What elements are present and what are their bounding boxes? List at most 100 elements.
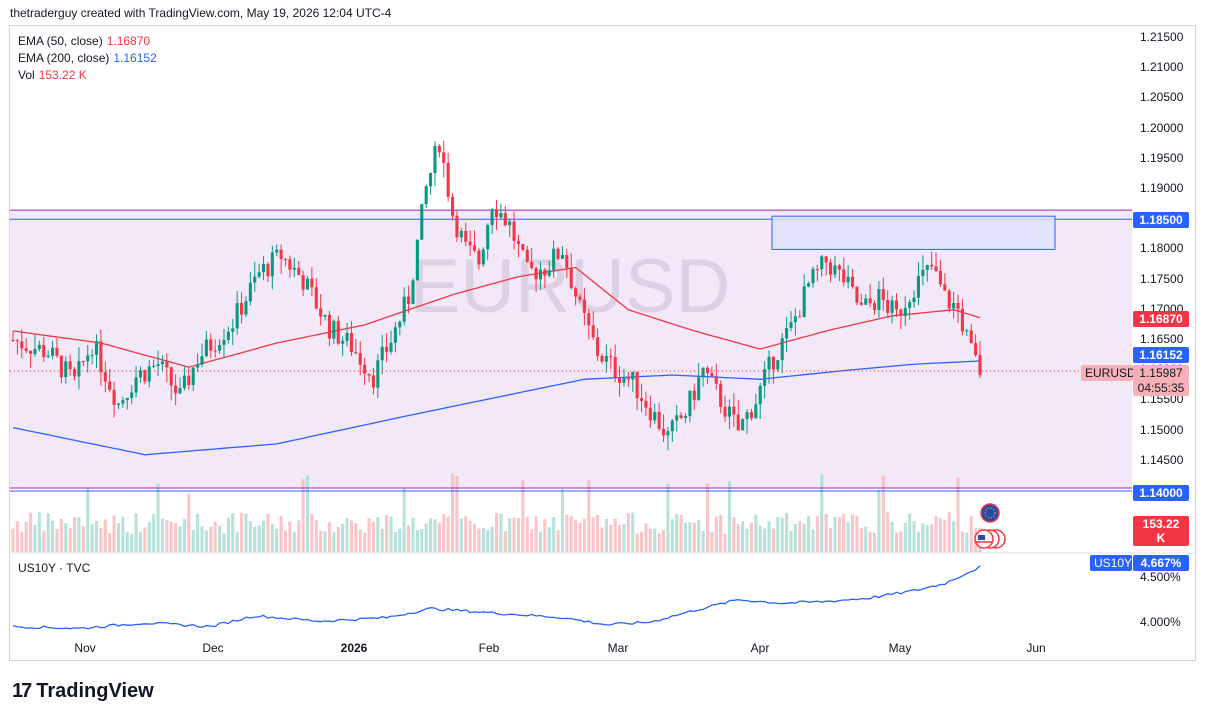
time-tick-mar: Mar — [607, 641, 629, 655]
candle — [37, 340, 41, 352]
candle — [618, 366, 622, 397]
us-flag-icon[interactable] — [974, 529, 1006, 549]
candle — [385, 333, 389, 363]
sub-pane-title[interactable]: US10Y · TVC — [18, 561, 91, 575]
volume-bar — [618, 525, 622, 552]
candle — [292, 257, 296, 278]
candle — [622, 368, 626, 387]
volume-bar — [270, 524, 274, 552]
candle — [152, 359, 156, 369]
candle — [103, 361, 107, 393]
volume-bar — [244, 513, 248, 552]
candle — [679, 411, 683, 420]
tradingview-brand: TradingView — [36, 680, 154, 702]
legend-ema50[interactable]: EMA (50, close) 1.16870 — [18, 34, 150, 48]
legend-ema200[interactable]: EMA (200, close) 1.16152 — [18, 51, 157, 65]
volume-bar — [143, 527, 147, 552]
volume-bar — [745, 528, 749, 552]
volume-bar — [459, 518, 463, 552]
candle — [525, 245, 529, 263]
candle — [226, 326, 230, 344]
time-tick-2026: 2026 — [340, 641, 368, 655]
volume-price-label: 153.22 K — [1133, 516, 1189, 546]
candle — [68, 354, 72, 376]
volume-bar — [55, 529, 59, 552]
candle — [943, 273, 947, 292]
volume-bar — [771, 528, 775, 552]
volume-bar — [538, 531, 542, 552]
candle — [604, 344, 608, 373]
volume-bar — [600, 527, 604, 552]
candle — [354, 338, 358, 355]
candle — [688, 390, 692, 423]
resistance-zone[interactable] — [771, 215, 1056, 250]
volume-bar — [793, 523, 797, 552]
volume-bar — [899, 531, 903, 552]
volume-bar — [679, 514, 683, 552]
volume-bar — [442, 514, 446, 552]
candle — [358, 341, 362, 376]
ema200-price-label: 1.16152 — [1133, 347, 1189, 363]
candle — [512, 211, 516, 250]
volume-bar — [565, 514, 569, 552]
candle — [349, 321, 353, 356]
volume-bar — [692, 522, 696, 552]
volume-bar — [903, 523, 907, 552]
volume-bar — [169, 521, 173, 552]
candle — [767, 350, 771, 384]
volume-bar — [231, 513, 235, 552]
volume-bar — [960, 531, 964, 552]
candle — [147, 359, 151, 388]
volume-bar — [613, 518, 617, 552]
volume-bar — [833, 516, 837, 552]
candle — [231, 318, 235, 346]
volume-bar — [152, 514, 156, 552]
horizontal-levels[interactable] — [10, 209, 1132, 492]
candle — [543, 267, 547, 289]
volume-bar — [187, 493, 191, 552]
volume-bar — [292, 531, 296, 552]
volume-bar — [842, 514, 846, 552]
volume-bar — [657, 533, 661, 552]
eu-flag-icon[interactable] — [980, 503, 1000, 523]
volume-bar — [552, 517, 556, 552]
volume-bar — [86, 488, 90, 552]
volume-bar — [846, 522, 850, 552]
volume-bar — [235, 532, 239, 552]
volume-bar — [635, 533, 639, 552]
volume-bar — [314, 520, 318, 552]
candle — [270, 245, 274, 290]
candle — [613, 344, 617, 383]
candle — [283, 258, 288, 267]
price-tick-4: 1.19500 — [1140, 150, 1184, 165]
volume-bar — [727, 481, 731, 552]
candle — [499, 203, 503, 220]
volume-bar — [402, 488, 406, 552]
candle — [705, 366, 710, 385]
volume-bar — [631, 512, 635, 552]
volume-bar — [490, 526, 494, 552]
tradingview-logo[interactable]: 17 TradingView — [12, 680, 154, 703]
candle — [415, 239, 419, 281]
legend-vol[interactable]: Vol 153.22 K — [18, 68, 87, 82]
volume-bar — [547, 527, 551, 552]
volume-bar — [732, 517, 736, 552]
chart-frame[interactable] — [9, 25, 1196, 661]
us10y-series — [12, 565, 981, 630]
volume-bar — [894, 532, 899, 552]
candle — [644, 391, 648, 416]
candle — [213, 339, 217, 358]
volume-bar — [257, 525, 261, 552]
candle — [820, 254, 824, 277]
candle — [420, 203, 424, 240]
candle — [81, 360, 85, 367]
candle — [222, 328, 226, 358]
volume-bar — [675, 513, 679, 552]
level-low-label: 1.14000 — [1133, 485, 1189, 501]
candle — [960, 298, 964, 336]
volume-bar — [670, 519, 674, 552]
candles[interactable] — [11, 140, 982, 451]
candle — [912, 290, 916, 308]
volume-bar — [789, 530, 793, 552]
